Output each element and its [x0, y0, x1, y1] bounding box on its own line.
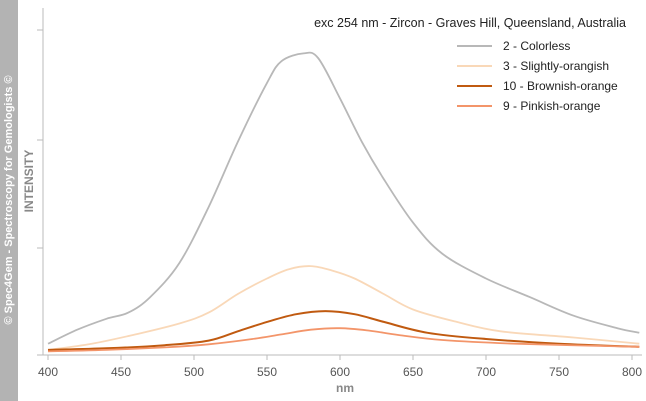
- x-tick-labels: 400 450 500 550 600 650 700 750 800: [38, 365, 642, 379]
- x-tick-marks: [47, 355, 633, 360]
- watermark-strip: © Spec4Gem - Spectroscopy for Gemologist…: [0, 0, 18, 401]
- legend-label-1: 2 - Colorless: [503, 39, 570, 53]
- chart-title: exc 254 nm - Zircon - Graves Hill, Queen…: [314, 16, 626, 30]
- x-tick-label-650: 650: [403, 365, 423, 379]
- series-line-1: [47, 51, 640, 345]
- x-tick-label-600: 600: [330, 365, 350, 379]
- x-tick-label-400: 400: [38, 365, 58, 379]
- legend-label-4: 9 - Pinkish-orange: [503, 99, 601, 113]
- x-tick-label-450: 450: [111, 365, 131, 379]
- series-line-4: [47, 327, 640, 353]
- legend: 2 - Colorless 3 - Slightly-orangish 10 - B…: [457, 39, 618, 113]
- x-tick-label-750: 750: [549, 365, 569, 379]
- legend-label-2: 3 - Slightly-orangish: [503, 59, 609, 73]
- y-axis-title: INTENSITY: [22, 150, 36, 213]
- series-line-2: [47, 265, 640, 351]
- plot-area: [42, 8, 642, 355]
- series-lines: [47, 51, 640, 353]
- y-tick-marks: [37, 29, 43, 356]
- legend-label-3: 10 - Brownish-orange: [503, 79, 618, 93]
- x-tick-label-550: 550: [257, 365, 277, 379]
- series-line-3: [47, 310, 640, 351]
- x-tick-label-500: 500: [184, 365, 204, 379]
- x-axis-title: nm: [336, 381, 354, 395]
- x-tick-label-700: 700: [476, 365, 496, 379]
- x-tick-label-800: 800: [622, 365, 642, 379]
